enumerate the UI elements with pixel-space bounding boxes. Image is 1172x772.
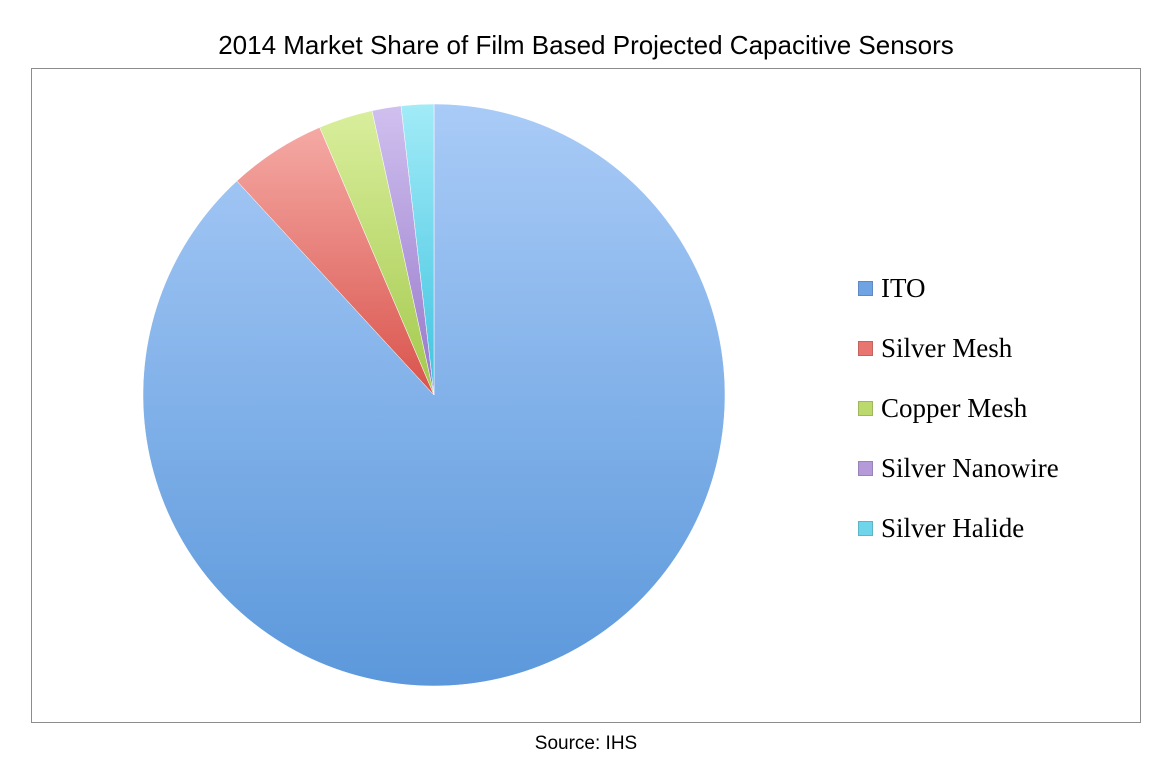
legend-swatch bbox=[858, 340, 873, 356]
legend-item-silver-nanowire: Silver Nanowire bbox=[858, 438, 1059, 498]
chart-title: 2014 Market Share of Film Based Projecte… bbox=[218, 30, 954, 60]
legend-item-silver-halide: Silver Halide bbox=[858, 498, 1059, 558]
legend-label: Silver Halide bbox=[881, 512, 1025, 543]
chart-legend: ITO Silver Mesh Copper Mesh Silver Nanow… bbox=[858, 258, 1059, 558]
legend-item-copper-mesh: Copper Mesh bbox=[858, 378, 1059, 438]
pie-slice-silver-halide bbox=[400, 103, 435, 396]
legend-item-ito: ITO bbox=[858, 258, 1059, 318]
legend-label: ITO bbox=[881, 272, 926, 303]
legend-swatch bbox=[858, 460, 873, 476]
legend-label: Silver Nanowire bbox=[881, 452, 1059, 483]
legend-label: Copper Mesh bbox=[881, 392, 1028, 423]
legend-swatch bbox=[858, 520, 873, 536]
legend-swatch bbox=[858, 400, 873, 416]
legend-label: Silver Mesh bbox=[881, 332, 1013, 363]
legend-swatch bbox=[858, 280, 873, 296]
legend-item-silver-mesh: Silver Mesh bbox=[858, 318, 1059, 378]
chart-source: Source: IHS bbox=[534, 733, 638, 754]
